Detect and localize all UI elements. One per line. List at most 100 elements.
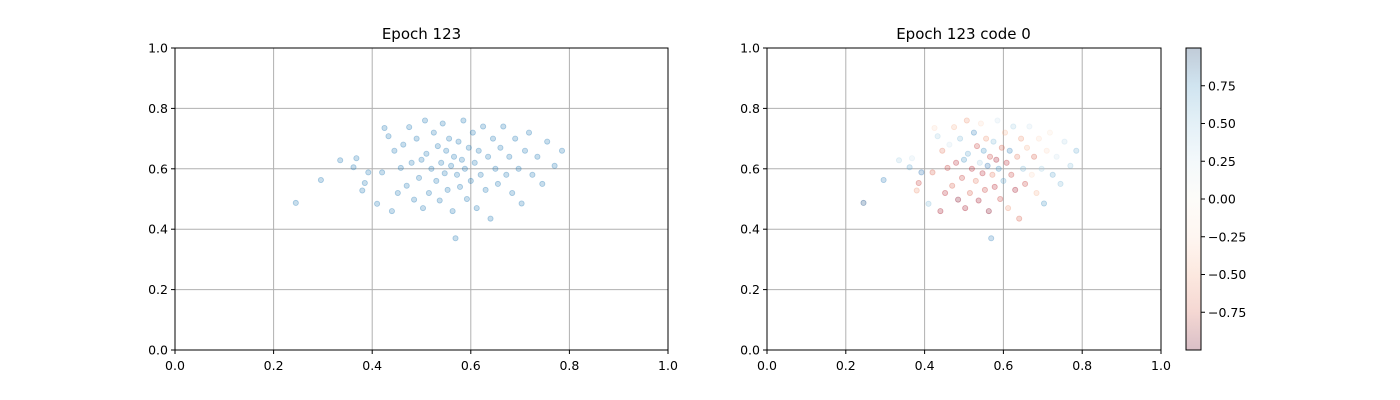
scatter-point: [1024, 144, 1031, 151]
scatter-point: [359, 187, 366, 194]
scatter-point: [489, 135, 496, 142]
scatter-point: [337, 157, 344, 164]
scatter-point: [391, 147, 398, 154]
y-tick-label: 0.2: [148, 282, 168, 297]
scatter-point: [993, 156, 1000, 163]
scatter-point: [526, 129, 533, 136]
scatter-point: [939, 147, 946, 154]
scatter-point: [987, 153, 994, 160]
scatter-point: [469, 129, 476, 136]
scatter-point: [1026, 123, 1033, 130]
scatter-point: [964, 150, 971, 157]
colorbar-tick-label: 0.75: [1208, 78, 1236, 93]
scatter-point: [456, 183, 463, 190]
scatter-point: [913, 187, 920, 194]
scatter-point: [448, 162, 455, 169]
scatter-point: [946, 141, 953, 148]
scatter-point: [443, 147, 450, 154]
scatter-point: [477, 171, 484, 178]
x-tick-label: 0.4: [915, 358, 935, 373]
scatter-point: [408, 159, 415, 166]
scatter-point: [1018, 135, 1025, 142]
scatter-point: [500, 123, 507, 130]
scatter-point: [492, 165, 499, 172]
scatter-point: [482, 186, 489, 193]
grid-right: [766, 47, 1162, 351]
chart-title-left: Epoch 123: [382, 25, 461, 43]
scatter-point: [544, 138, 551, 145]
y-tick-label: 0.6: [148, 161, 168, 176]
scatter-point: [406, 124, 413, 131]
scatter-point: [418, 156, 425, 163]
scatter-point: [350, 164, 357, 171]
scatter-point: [397, 164, 404, 171]
scatter-point: [441, 170, 448, 177]
scatter-point: [989, 171, 996, 178]
scatter-point: [433, 177, 440, 184]
scatter-point: [925, 200, 932, 207]
scatter-point: [995, 165, 1002, 172]
scatter-point: [381, 125, 388, 132]
scatter-point: [1061, 138, 1068, 145]
scatter-point: [1022, 180, 1029, 187]
scatter-point: [909, 155, 916, 162]
colorbar: 0.75 0.50 0.25 0.00 −0.25 −0.50 −0.75: [1185, 47, 1246, 351]
scatter-point: [450, 153, 457, 160]
scatter-point: [421, 117, 428, 124]
scatter-point: [985, 208, 992, 215]
colorbar-tick-label: 0.00: [1208, 192, 1236, 207]
scatter-point: [1041, 200, 1048, 207]
scatter-point: [473, 205, 480, 212]
colorbar-tick-label: 0.25: [1208, 154, 1236, 169]
scatter-point: [1028, 171, 1035, 178]
scatter-point: [915, 179, 922, 186]
scatter-point: [966, 189, 973, 196]
scatter-point: [385, 133, 392, 140]
scatter-point: [497, 144, 504, 151]
scatter-point: [365, 169, 372, 176]
scatter-point: [1035, 135, 1042, 142]
scatter-point: [949, 182, 956, 189]
scatter-point: [934, 133, 941, 140]
y-tick-label: 0.4: [148, 222, 168, 237]
scatter-point: [509, 189, 516, 196]
x-tick-label: 1.0: [658, 358, 678, 373]
scatter-point: [997, 195, 1004, 202]
y-tick-label: 0.2: [740, 282, 760, 297]
scatter-point: [955, 196, 962, 203]
scatter-point: [471, 159, 478, 166]
scatter-point: [439, 120, 446, 127]
scatter-point: [518, 200, 525, 207]
scatter-point: [1002, 129, 1009, 136]
scatter-point: [1003, 159, 1010, 166]
scatter-point: [1005, 205, 1012, 212]
scatter-point: [1014, 153, 1021, 160]
scatter-point: [455, 138, 462, 145]
ticks-left: 0.0 0.2 0.4 0.6 0.8 1.0 0.0 0.2 0.4 0.6 0.8 1.0: [148, 41, 678, 374]
scatter-point: [929, 169, 936, 176]
scatter-point: [551, 162, 558, 169]
scatter-point: [444, 186, 451, 193]
colorbar-tick-label: −0.75: [1208, 305, 1246, 320]
scatter-point: [512, 135, 519, 142]
scatter-point: [461, 165, 468, 172]
scatter-point: [994, 117, 1001, 124]
scatter-point: [972, 177, 979, 184]
scatter-point: [1000, 177, 1007, 184]
scatter-point: [906, 164, 913, 171]
y-tick-label: 0.8: [148, 101, 168, 116]
scatter-point: [539, 180, 546, 187]
x-tick-label: 0.8: [1072, 358, 1092, 373]
scatter-point: [494, 180, 501, 187]
y-tick-label: 0.6: [740, 161, 760, 176]
scatter-point: [1008, 171, 1015, 178]
scatter-point: [961, 156, 968, 163]
scatter-point: [1006, 147, 1013, 154]
scatter-point: [953, 159, 960, 166]
scatter-point: [529, 171, 536, 178]
scatter-point: [998, 144, 1005, 151]
scatter-point: [957, 135, 964, 142]
y-tick-label: 1.0: [148, 41, 168, 56]
scatter-point: [485, 153, 492, 160]
